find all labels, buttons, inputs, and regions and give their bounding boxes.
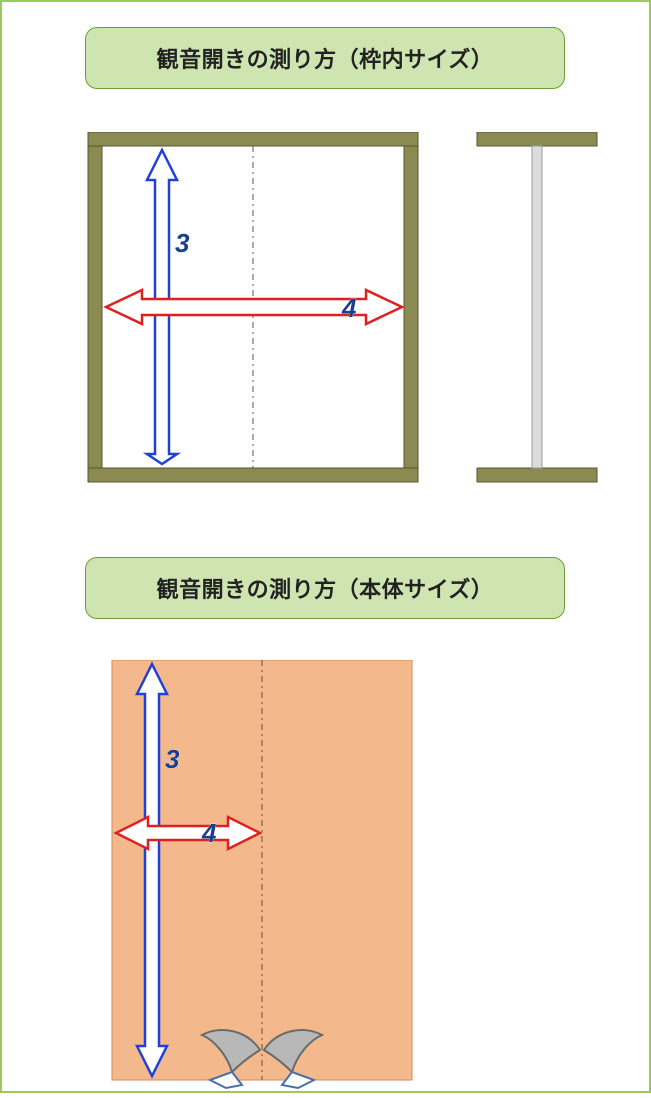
page-root: 観音開きの測り方（枠内サイズ） 3 4: [0, 0, 651, 1093]
side-bottom-cap: [477, 468, 597, 482]
diagram-2: 3 4: [2, 660, 649, 1093]
section2-title-text: 観音開きの測り方（本体サイズ）: [157, 572, 494, 604]
label-3-d2: 3: [165, 744, 180, 774]
frame-left: [88, 132, 102, 482]
side-rail: [532, 146, 542, 468]
frame-bottom: [88, 468, 418, 482]
section1-title-text: 観音開きの測り方（枠内サイズ）: [157, 42, 494, 74]
section2-title-box: 観音開きの測り方（本体サイズ）: [85, 557, 565, 619]
label-4-d1: 4: [341, 293, 357, 323]
diagram-1: 3 4: [2, 132, 649, 502]
frame-right: [404, 132, 418, 482]
label-4-d2: 4: [201, 818, 217, 848]
side-view: [477, 132, 597, 482]
horizontal-arrow-1: [106, 290, 402, 324]
diagram-2-svg: 3 4: [2, 660, 651, 1093]
frame-top: [88, 132, 418, 146]
section1-title-box: 観音開きの測り方（枠内サイズ）: [85, 27, 565, 89]
label-3-d1: 3: [175, 228, 190, 258]
diagram-1-svg: 3 4: [2, 132, 651, 502]
side-top-cap: [477, 132, 597, 146]
